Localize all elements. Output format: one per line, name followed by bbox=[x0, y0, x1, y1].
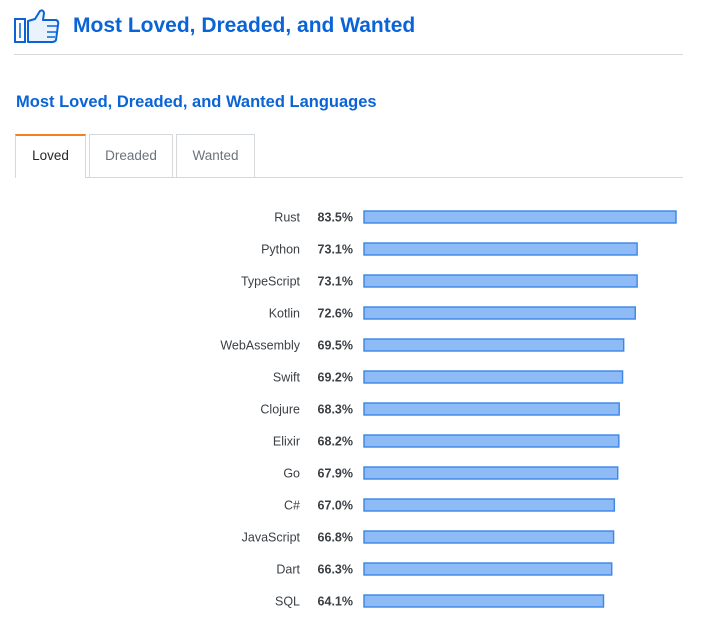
value-label-sql: 64.1% bbox=[318, 595, 353, 609]
category-label-rust: Rust bbox=[274, 211, 300, 225]
category-label-sql: SQL bbox=[275, 595, 300, 609]
value-label-kotlin: 72.6% bbox=[318, 307, 353, 321]
value-label-csharp: 67.0% bbox=[318, 499, 353, 513]
tab-loved[interactable]: Loved bbox=[15, 134, 86, 178]
bar-kotlin[interactable] bbox=[363, 306, 636, 320]
value-label-elixir: 68.2% bbox=[318, 435, 353, 449]
value-label-swift: 69.2% bbox=[318, 371, 353, 385]
category-label-clojure: Clojure bbox=[260, 403, 300, 417]
tab-bar: Loved Dreaded Wanted bbox=[15, 134, 683, 178]
tab-dreaded[interactable]: Dreaded bbox=[89, 134, 173, 177]
category-label-go: Go bbox=[283, 467, 300, 481]
bar-clojure[interactable] bbox=[363, 402, 620, 416]
category-label-typescript: TypeScript bbox=[241, 275, 301, 289]
thumbs-up-icon bbox=[14, 9, 60, 43]
category-label-dart: Dart bbox=[276, 563, 300, 577]
page-header: Most Loved, Dreaded, and Wanted bbox=[14, 6, 683, 55]
value-label-python: 73.1% bbox=[318, 243, 353, 257]
bar-rust[interactable] bbox=[363, 210, 677, 224]
bar-csharp[interactable] bbox=[363, 498, 616, 512]
tab-wanted[interactable]: Wanted bbox=[176, 134, 255, 177]
bar-swift[interactable] bbox=[363, 370, 624, 384]
category-label-csharp: C# bbox=[284, 499, 300, 513]
category-label-webassembly: WebAssembly bbox=[220, 339, 300, 353]
loved-languages-chart: Rust 83.5% Python 73.1% TypeScript 73.1% Kotli… bbox=[220, 210, 677, 609]
section-title: Most Loved, Dreaded, and Wanted Language… bbox=[16, 93, 377, 111]
category-label-kotlin: Kotlin bbox=[269, 307, 300, 321]
value-label-dart: 66.3% bbox=[318, 563, 353, 577]
bar-go[interactable] bbox=[363, 466, 619, 480]
category-label-swift: Swift bbox=[273, 371, 301, 385]
value-label-javascript: 66.8% bbox=[318, 531, 353, 545]
value-label-rust: 83.5% bbox=[318, 211, 353, 225]
category-label-javascript: JavaScript bbox=[242, 531, 301, 545]
bar-elixir[interactable] bbox=[363, 434, 620, 448]
category-label-python: Python bbox=[261, 243, 300, 257]
bar-typescript[interactable] bbox=[363, 274, 638, 288]
bar-sql[interactable] bbox=[363, 594, 605, 608]
bar-webassembly[interactable] bbox=[363, 338, 625, 352]
value-label-go: 67.9% bbox=[318, 467, 353, 481]
page-title: Most Loved, Dreaded, and Wanted bbox=[73, 14, 416, 37]
bar-dart[interactable] bbox=[363, 562, 613, 576]
value-label-webassembly: 69.5% bbox=[318, 339, 353, 353]
bar-javascript[interactable] bbox=[363, 530, 615, 544]
value-label-clojure: 68.3% bbox=[318, 403, 353, 417]
bar-python[interactable] bbox=[363, 242, 638, 256]
category-label-elixir: Elixir bbox=[273, 435, 300, 449]
value-label-typescript: 73.1% bbox=[318, 275, 353, 289]
